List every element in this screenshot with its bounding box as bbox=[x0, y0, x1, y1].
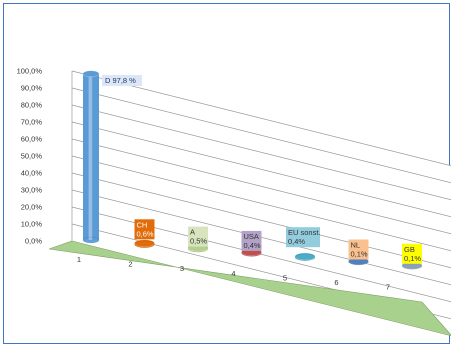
svg-text:0,6%: 0,6% bbox=[137, 229, 154, 238]
x-tick-label: 2 bbox=[128, 260, 132, 269]
data-label-2: CH0,6% bbox=[134, 219, 155, 240]
bar-7 bbox=[401, 261, 423, 270]
y-tick-label: 90,0% bbox=[21, 84, 43, 93]
svg-text:A: A bbox=[190, 228, 195, 237]
svg-text:0,4%: 0,4% bbox=[244, 241, 261, 250]
svg-text:NL: NL bbox=[351, 241, 361, 250]
y-tick-label: 40,0% bbox=[21, 169, 43, 178]
x-tick-label: 5 bbox=[283, 273, 287, 282]
y-tick-label: 50,0% bbox=[21, 152, 43, 161]
gridline bbox=[71, 70, 451, 167]
y-tick-label: 30,0% bbox=[21, 186, 43, 195]
svg-text:0,5%: 0,5% bbox=[190, 237, 207, 246]
y-tick-label: 20,0% bbox=[21, 203, 43, 212]
gridline bbox=[71, 138, 451, 235]
y-tick-label: 10,0% bbox=[21, 220, 43, 229]
gridline bbox=[71, 87, 451, 184]
data-label-1: D 97,8 % bbox=[102, 75, 142, 86]
svg-text:0,4%: 0,4% bbox=[288, 237, 305, 246]
x-axis-tick-labels: 1 2 3 4 5 6 7 bbox=[77, 255, 390, 292]
y-tick-label: 80,0% bbox=[21, 101, 43, 110]
bar-5 bbox=[294, 252, 316, 261]
gridline bbox=[71, 189, 451, 286]
gridline bbox=[71, 121, 451, 218]
gridline bbox=[71, 172, 451, 269]
svg-text:GB: GB bbox=[404, 245, 415, 254]
x-tick-label: 1 bbox=[77, 255, 81, 264]
svg-text:0,1%: 0,1% bbox=[351, 250, 368, 259]
bar-6 bbox=[348, 257, 369, 266]
data-label-6: NL0,1% bbox=[348, 239, 369, 260]
bar-1 bbox=[82, 70, 100, 244]
chart-floor bbox=[48, 240, 451, 337]
svg-text:CH: CH bbox=[137, 220, 148, 229]
chart-frame: 0,0% 10,0% 20,0% 30,0% 40,0% 50,0% 60,0% 70,0% 8… bbox=[3, 3, 451, 344]
svg-text:0,1%: 0,1% bbox=[404, 254, 421, 263]
x-tick-label: 7 bbox=[386, 283, 390, 292]
y-tick-label: 60,0% bbox=[21, 135, 43, 144]
bar-chart-3d: 0,0% 10,0% 20,0% 30,0% 40,0% 50,0% 60,0% 70,0% 8… bbox=[17, 67, 451, 337]
gridlines bbox=[71, 70, 451, 320]
y-tick-label: 70,0% bbox=[21, 118, 43, 127]
x-tick-label: 4 bbox=[231, 269, 235, 278]
gridline bbox=[71, 104, 451, 201]
x-tick-label: 6 bbox=[334, 278, 338, 287]
svg-text:EU sonst.: EU sonst. bbox=[288, 228, 321, 237]
data-label-7: GB0,1% bbox=[402, 243, 422, 264]
y-tick-label: 0,0% bbox=[25, 237, 42, 246]
svg-text:USA: USA bbox=[244, 232, 259, 241]
svg-text:D 97,8 %: D 97,8 % bbox=[105, 76, 136, 85]
y-tick-label: 100,0% bbox=[17, 67, 43, 76]
y-axis-tick-labels: 0,0% 10,0% 20,0% 30,0% 40,0% 50,0% 60,0% 70,0% 8… bbox=[17, 67, 43, 246]
floor-plane bbox=[48, 240, 451, 337]
bar-2 bbox=[134, 239, 155, 249]
data-label-5: EU sonst.0,4% bbox=[286, 227, 321, 248]
data-label-3: A0,5% bbox=[188, 226, 208, 247]
x-tick-label: 3 bbox=[180, 264, 184, 273]
gridline bbox=[71, 155, 451, 252]
